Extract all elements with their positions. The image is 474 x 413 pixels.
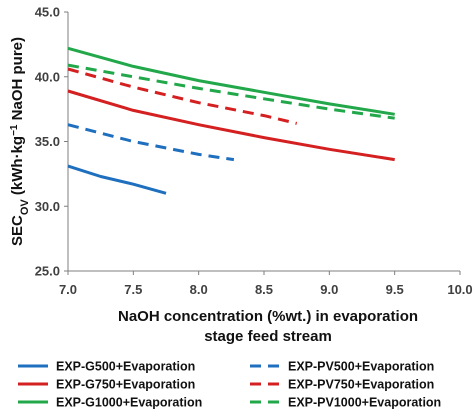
y-tick-label: 30.0 — [35, 199, 60, 214]
series-line-5 — [67, 46, 395, 116]
y-axis-title-main: SEC — [9, 215, 26, 246]
y-tick-label: 40.0 — [35, 69, 60, 84]
y-tick-label: 35.0 — [35, 134, 60, 149]
tick-labels: 25.0 30.0 35.0 40.0 45.0 7.0 7.5 8.0 8.5 9.0 9.5 10… — [35, 5, 473, 298]
x-tick-label: 8.5 — [255, 282, 273, 297]
y-axis-title-sup: −1 — [9, 124, 20, 136]
series-line-6 — [67, 63, 395, 120]
x-tick-label: 9.0 — [320, 282, 338, 297]
y-tick-label: 45.0 — [35, 5, 60, 20]
y-axis-title-rest: (kWh·kg — [9, 136, 26, 199]
legend-label-4: EXP-PV750+Evaporation — [288, 378, 434, 392]
x-axis-title-line2: stage feed stream — [204, 328, 332, 345]
y-axis-title-sub: OV — [19, 199, 31, 216]
legend-label-3: EXP-G750+Evaporation — [56, 378, 195, 392]
x-tick-label: 8.0 — [190, 282, 208, 297]
axes — [64, 11, 461, 275]
x-tick-label: 7.0 — [59, 282, 77, 297]
x-tick-label: 9.5 — [386, 282, 404, 297]
x-tick-label: 7.5 — [124, 282, 142, 297]
x-axis-title-line1: NaOH concentration (%wt.) in evaporation — [118, 308, 418, 325]
series-line-4 — [67, 67, 298, 125]
legend-label-2: EXP-PV500+Evaporation — [288, 360, 434, 374]
legend-label-6: EXP-PV1000+Evaporation — [288, 396, 441, 410]
series-line-1 — [67, 164, 167, 195]
series-layer — [67, 46, 395, 195]
x-tick-label: 10.0 — [447, 282, 472, 297]
legend-label-1: EXP-G500+Evaporation — [56, 360, 195, 374]
legend: EXP-G500+Evaporation EXP-PV500+Evaporatio… — [18, 360, 441, 410]
series-line-2 — [67, 123, 235, 162]
legend-label-5: EXP-G1000+Evaporation — [56, 396, 202, 410]
y-axis-title: SECOV (kWh·kg−1 NaOH pure) — [9, 37, 32, 246]
y-tick-label: 25.0 — [35, 264, 60, 279]
y-axis-title-tail: NaOH pure) — [9, 37, 26, 125]
series-line-3 — [67, 89, 395, 162]
